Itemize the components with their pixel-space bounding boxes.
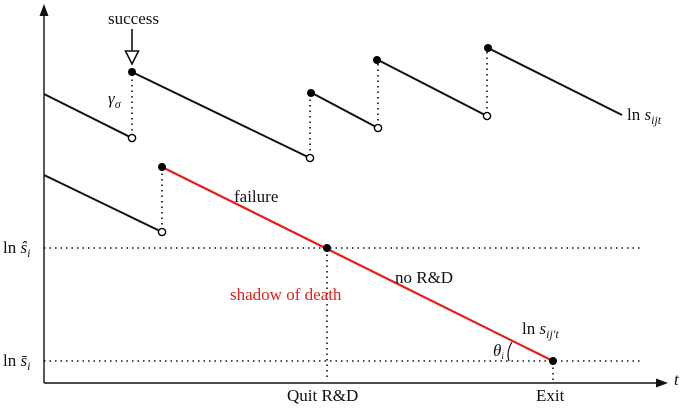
ln-sijprime-sub: ij′t (546, 327, 559, 341)
ln-sbar-ln: ln (3, 351, 17, 370)
filled-point-4 (484, 44, 492, 52)
upper-segment-3 (311, 92, 379, 129)
lower-filled-point (158, 163, 166, 171)
ln-sijt-sub: ijt (651, 113, 662, 127)
theta-base: θ (493, 341, 501, 360)
upper-segment-5 (487, 47, 623, 116)
theta-sub: i (501, 351, 504, 361)
shadow-of-death-label: shadow of death (230, 285, 342, 304)
ln-sbar-label: ln s̄i (3, 351, 30, 373)
gamma-sigma-label: γσ (108, 89, 122, 111)
gamma-base: γ (108, 89, 116, 108)
upper-segment-2 (131, 71, 311, 159)
ln-shat-sub: i (27, 246, 30, 260)
lower-open-point (157, 227, 167, 237)
lower-trajectory (43, 163, 557, 365)
quit-rd-point (323, 244, 331, 252)
open-point-4 (482, 111, 492, 121)
filled-point-1 (128, 68, 136, 76)
lower-segment-1 (43, 174, 163, 233)
success-arrow-head (124, 50, 140, 66)
ln-sijprime-ln: ln (522, 319, 536, 338)
quit-rd-label: Quit R&D (287, 386, 358, 405)
ln-sbar-s: s̄ (20, 351, 27, 370)
t-axis-label: t (674, 370, 680, 389)
ln-shat-s: ŝ (20, 238, 27, 257)
filled-point-3 (373, 56, 381, 64)
shadow-of-death-line (161, 166, 554, 362)
upper-trajectory (43, 44, 623, 163)
failure-label: failure (234, 187, 278, 206)
ln-shat-label: ln ŝi (3, 238, 30, 260)
x-axis-arrowhead (656, 378, 668, 388)
ln-sijprime-s: s (539, 319, 546, 338)
gamma-sub: σ (115, 97, 122, 111)
ln-sijprime-label: ln sij′t (522, 319, 559, 341)
filled-point-2 (307, 89, 315, 97)
upper-segment-1 (43, 93, 133, 139)
exit-label: Exit (536, 386, 565, 405)
ln-sbar-sub: i (27, 359, 30, 373)
no-rd-label: no R&D (395, 268, 453, 287)
ln-shat-ln: ln (3, 238, 17, 257)
open-point-1 (127, 133, 137, 143)
exit-point (549, 357, 557, 365)
y-axis-arrowhead (39, 4, 49, 16)
theta-label: θi (493, 341, 504, 361)
theta-angle-arc (507, 341, 513, 362)
success-arrow (124, 29, 140, 66)
ln-sijt-s: s (644, 105, 651, 124)
ln-sijt-label: ln sijt (627, 105, 662, 127)
axes (39, 4, 668, 388)
upper-segment-4 (377, 59, 488, 117)
ln-sijt-ln: ln (627, 105, 641, 124)
open-point-3 (373, 123, 383, 133)
success-label: success (108, 9, 159, 28)
open-point-2 (305, 153, 315, 163)
